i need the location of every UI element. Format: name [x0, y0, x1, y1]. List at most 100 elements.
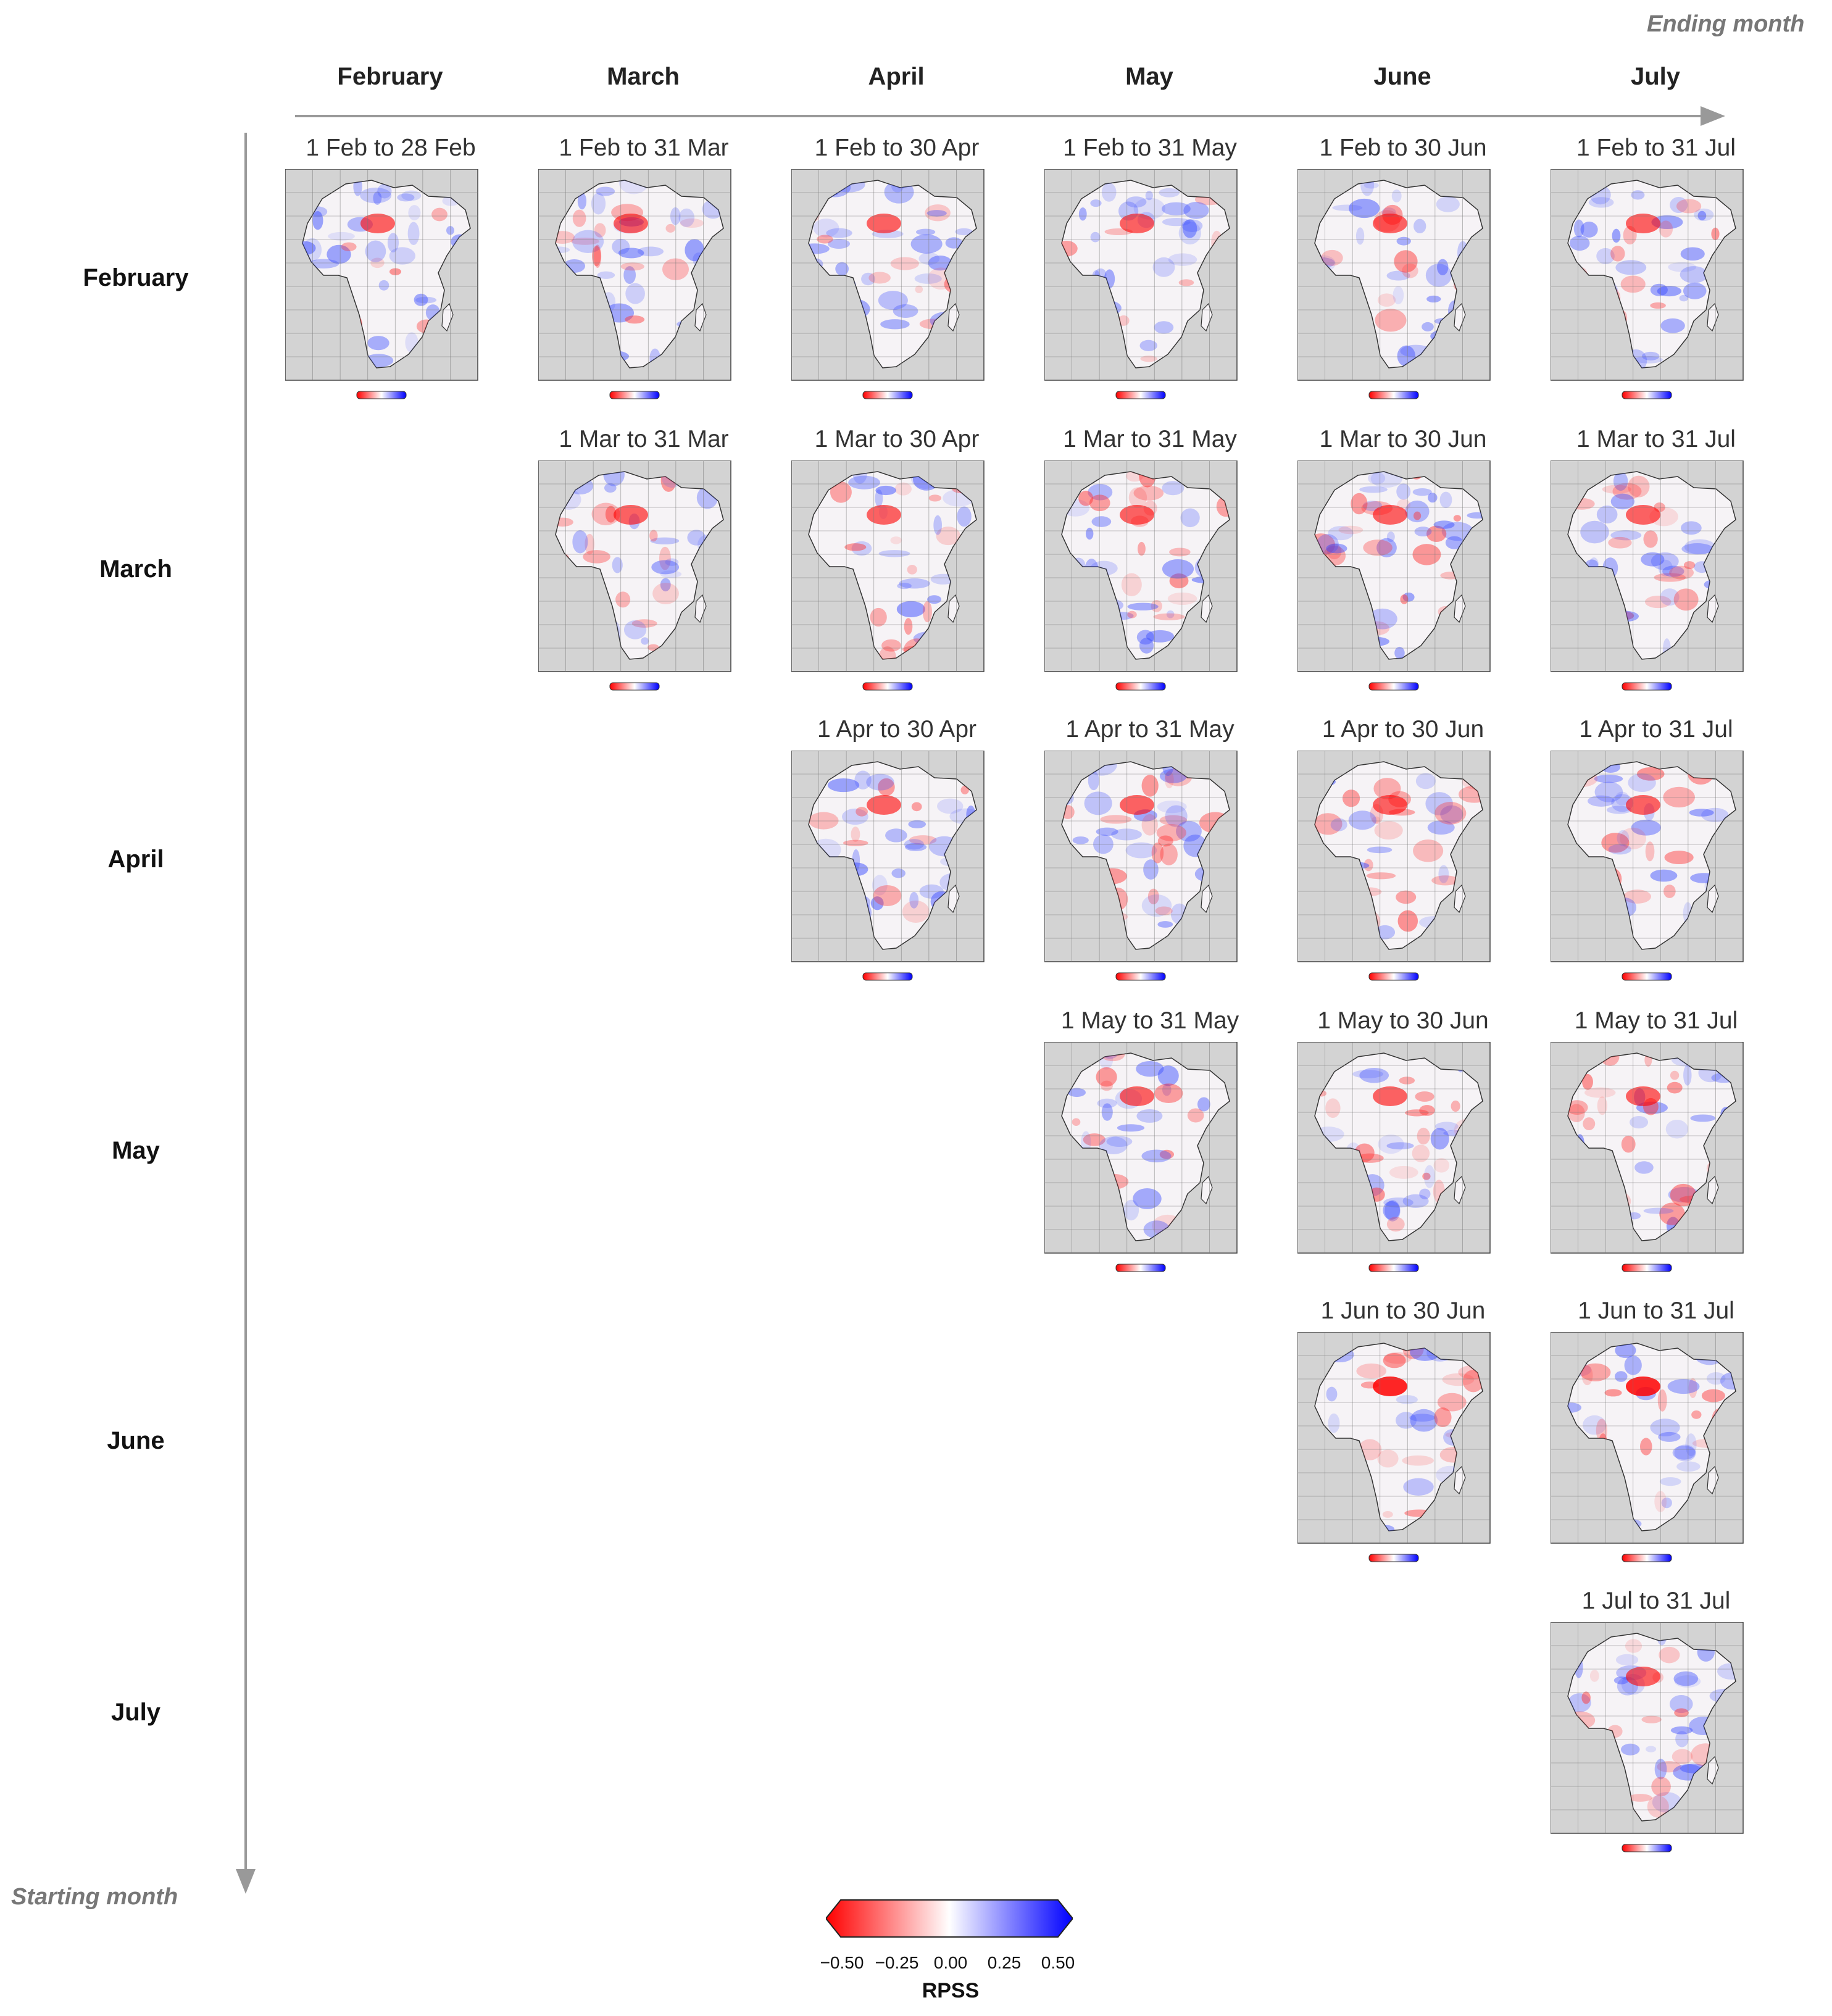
rpss-blob	[593, 244, 602, 269]
column-header-march: March	[607, 63, 680, 90]
rpss-blob	[1681, 521, 1702, 535]
map-cell: 1 May to 30 Jun	[1289, 1007, 1517, 1291]
rpss-hotspot	[1626, 1667, 1660, 1686]
rpss-blob	[1438, 865, 1449, 883]
rpss-blob	[914, 273, 942, 284]
rpss-blob	[1089, 494, 1110, 512]
rpss-blob	[1658, 559, 1673, 577]
rpss-blob	[1083, 1133, 1105, 1146]
rpss-blob	[1684, 539, 1715, 554]
row-header-february: February	[83, 264, 189, 291]
rpss-blob	[623, 266, 636, 285]
rpss-hotspot	[1373, 505, 1407, 525]
map-cell-label: 1 Apr to 30 Apr	[817, 716, 976, 743]
colorbar-gradient	[826, 1899, 1073, 1938]
rpss-blob	[407, 222, 420, 246]
rpss-blob	[1368, 472, 1386, 485]
rpss-blob	[1441, 522, 1473, 541]
africa-landmass	[1061, 1052, 1230, 1241]
rpss-blob	[1628, 1794, 1652, 1802]
rpss-blob	[1152, 257, 1175, 277]
colorbar-title: RPSS	[922, 1979, 980, 2002]
rpss-blob	[1569, 235, 1590, 251]
rpss-blob	[1141, 1149, 1172, 1163]
rpss-blob	[1621, 1135, 1636, 1153]
rpss-blob	[1140, 356, 1157, 362]
rpss-blob	[1683, 1065, 1692, 1086]
africa-landmass	[808, 471, 977, 660]
rpss-blob	[1396, 890, 1417, 904]
rpss-blob	[1434, 1407, 1452, 1428]
rpss-blob	[1425, 264, 1452, 287]
rpss-blob	[647, 644, 659, 651]
rpss-blob	[592, 246, 601, 267]
rpss-blob	[1580, 222, 1598, 238]
rpss-blob	[623, 620, 647, 639]
rpss-blob	[1383, 1352, 1406, 1368]
rpss-blob	[904, 618, 913, 635]
rpss-blob	[1405, 500, 1430, 523]
rpss-blob	[341, 242, 357, 252]
starting-month-arrow-head	[236, 1869, 256, 1894]
rpss-blob	[1654, 573, 1686, 582]
colorbar-tick-minus-050: −0.50	[820, 1953, 864, 1972]
rpss-blob	[577, 193, 587, 210]
map-cell-label: 1 Mar to 31 May	[1063, 426, 1237, 452]
rpss-blob	[826, 228, 852, 238]
rpss-blob	[1137, 541, 1146, 556]
rpss-blob	[878, 291, 908, 310]
rpss-hotspot	[1626, 505, 1660, 525]
rpss-blob	[1402, 592, 1415, 602]
rpss-blob	[1628, 475, 1650, 498]
rpss-blob	[1157, 1065, 1179, 1086]
mini-colorbar	[1368, 1264, 1419, 1272]
rpss-blob	[1440, 805, 1464, 823]
rpss-blob	[605, 506, 617, 523]
rpss-blob	[583, 550, 610, 564]
map-cell: 1 Jun to 31 Jul	[1542, 1297, 1770, 1581]
rpss-blob	[1660, 318, 1685, 333]
rpss-blob	[1100, 1080, 1114, 1091]
rpss-hotspot	[1120, 1086, 1154, 1106]
rpss-blob	[1650, 302, 1666, 309]
rpss-blob	[665, 558, 679, 566]
rpss-blob	[1157, 800, 1187, 814]
map-cell: 1 Feb to 31 May	[1036, 135, 1264, 419]
rpss-blob	[1615, 260, 1647, 275]
rpss-blob	[1101, 1103, 1113, 1121]
rpss-blob	[1326, 1386, 1338, 1402]
rpss-map	[791, 169, 985, 399]
rpss-blob	[1358, 1439, 1382, 1460]
rpss-blob	[1099, 1136, 1128, 1154]
rpss-hotspot	[1373, 795, 1407, 815]
rpss-blob	[1378, 1135, 1404, 1154]
rpss-blob	[1415, 1091, 1434, 1102]
rpss-blob	[1601, 833, 1630, 853]
rpss-blob	[813, 219, 839, 238]
rpss-blob	[844, 543, 867, 551]
rpss-blob	[415, 296, 437, 304]
rpss-blob	[1178, 222, 1201, 244]
rpss-blob	[1409, 1414, 1435, 1422]
rpss-blob	[1155, 906, 1173, 915]
map-cell-label: 1 May to 31 May	[1060, 1007, 1239, 1034]
rpss-blob	[1068, 1088, 1086, 1098]
rpss-blob	[625, 283, 645, 304]
rpss-blob	[1154, 321, 1174, 334]
rpss-blob	[1391, 190, 1402, 202]
rpss-blob	[1399, 1077, 1415, 1085]
rpss-blob	[1078, 207, 1087, 221]
rpss-blob	[899, 578, 930, 589]
africa-landmass	[555, 180, 724, 369]
rpss-blob	[665, 223, 676, 233]
rpss-blob	[1141, 814, 1158, 836]
rpss-blob	[1133, 485, 1164, 501]
rpss-map	[1297, 169, 1491, 399]
rpss-blob	[659, 546, 671, 570]
rpss-blob	[431, 207, 448, 222]
rpss-blob	[1426, 295, 1441, 303]
map-cell: 1 Apr to 31 May	[1036, 716, 1264, 1000]
rpss-blob	[1363, 539, 1393, 556]
rpss-hotspot	[1373, 1377, 1407, 1396]
rpss-blob	[594, 223, 606, 238]
